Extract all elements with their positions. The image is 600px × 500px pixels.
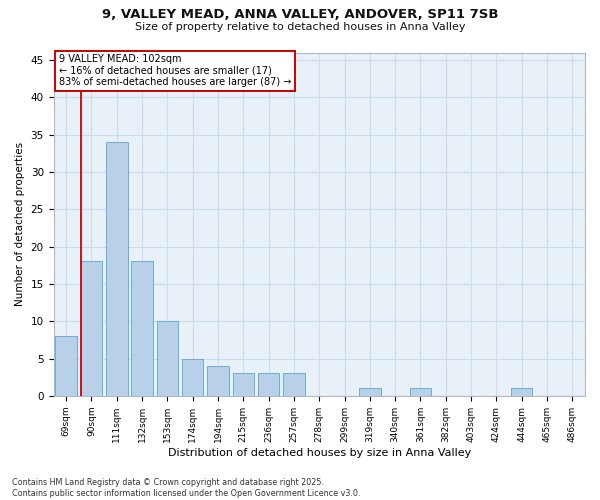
Text: 9 VALLEY MEAD: 102sqm
← 16% of detached houses are smaller (17)
83% of semi-deta: 9 VALLEY MEAD: 102sqm ← 16% of detached … bbox=[59, 54, 291, 88]
Bar bbox=[511, 388, 532, 396]
Bar bbox=[157, 321, 178, 396]
Bar bbox=[410, 388, 431, 396]
Bar bbox=[233, 374, 254, 396]
Bar bbox=[106, 142, 128, 396]
Bar bbox=[182, 358, 203, 396]
Y-axis label: Number of detached properties: Number of detached properties bbox=[15, 142, 25, 306]
Bar bbox=[359, 388, 380, 396]
Bar bbox=[81, 262, 102, 396]
Bar bbox=[55, 336, 77, 396]
Text: Size of property relative to detached houses in Anna Valley: Size of property relative to detached ho… bbox=[135, 22, 465, 32]
Bar bbox=[283, 374, 305, 396]
Bar bbox=[207, 366, 229, 396]
Bar bbox=[131, 262, 153, 396]
Text: 9, VALLEY MEAD, ANNA VALLEY, ANDOVER, SP11 7SB: 9, VALLEY MEAD, ANNA VALLEY, ANDOVER, SP… bbox=[102, 8, 498, 20]
X-axis label: Distribution of detached houses by size in Anna Valley: Distribution of detached houses by size … bbox=[167, 448, 471, 458]
Text: Contains HM Land Registry data © Crown copyright and database right 2025.
Contai: Contains HM Land Registry data © Crown c… bbox=[12, 478, 361, 498]
Bar bbox=[258, 374, 280, 396]
